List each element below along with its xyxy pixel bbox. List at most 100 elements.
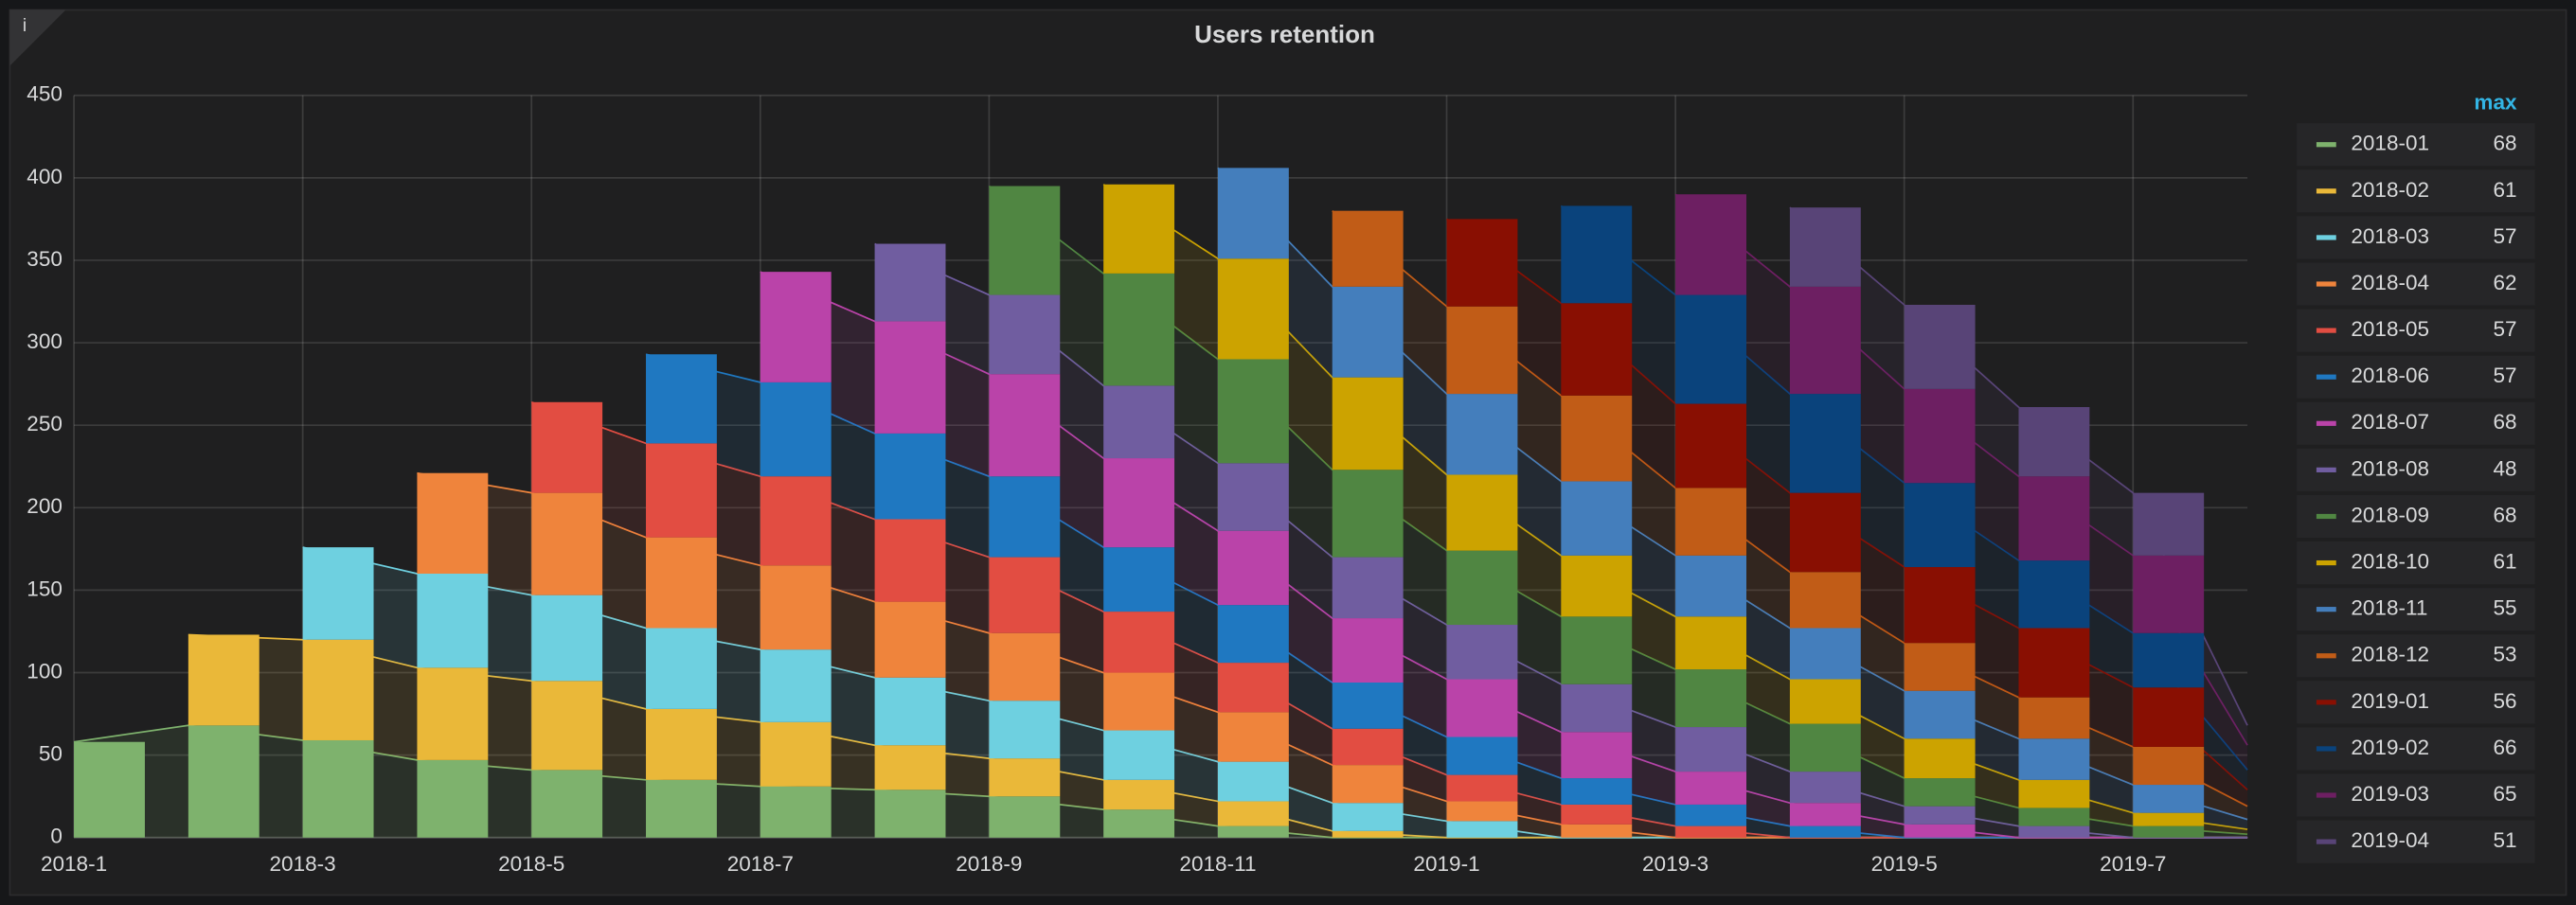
legend-swatch: [2316, 420, 2336, 426]
bar: [1561, 205, 1633, 304]
legend-max: 55: [2493, 596, 2516, 620]
bar: [2133, 746, 2205, 786]
bar: [1675, 669, 1747, 728]
bar: [1332, 728, 1404, 766]
bar: [1217, 761, 1289, 802]
bar: [2133, 785, 2205, 813]
legend-label: 2018-06: [2351, 364, 2429, 387]
info-icon[interactable]: i: [23, 16, 27, 36]
bar: [1561, 778, 1633, 805]
legend-row: [2297, 401, 2535, 445]
bar: [1904, 738, 1976, 779]
bar: [760, 565, 832, 650]
bar: [874, 321, 946, 434]
bar: [1446, 550, 1518, 626]
bar: [1561, 824, 1633, 838]
bar: [760, 272, 832, 382]
legend-row: [2297, 727, 2535, 771]
y-tick-label: 300: [27, 329, 63, 353]
legend-swatch: [2316, 467, 2336, 472]
bar: [1332, 803, 1404, 831]
legend-label: 2019-01: [2351, 689, 2429, 713]
bar: [188, 725, 259, 838]
bar: [989, 186, 1061, 295]
bar: [2133, 632, 2205, 688]
legend-row: [2297, 681, 2535, 724]
y-tick-label: 50: [39, 742, 63, 766]
bar: [874, 745, 946, 790]
legend-label: 2018-05: [2351, 317, 2429, 341]
bar: [1561, 616, 1633, 684]
bar: [1217, 463, 1289, 531]
bar: [1446, 821, 1518, 838]
bar: [1217, 605, 1289, 664]
legend-swatch: [2316, 607, 2336, 612]
y-tick-label: 400: [27, 165, 63, 188]
legend-swatch: [2316, 235, 2336, 240]
legend-max: 66: [2493, 736, 2516, 759]
bar: [1904, 483, 1976, 568]
legend-label: 2018-09: [2351, 503, 2429, 526]
bar: [2133, 825, 2205, 838]
x-tick-label: 2018-1: [41, 852, 107, 876]
legend-swatch: [2316, 839, 2336, 844]
bar: [646, 779, 717, 838]
bar: [1217, 258, 1289, 360]
bar: [1789, 286, 1861, 395]
bar: [1789, 772, 1861, 804]
x-tick-label: 2018-7: [727, 852, 794, 876]
bar: [1446, 774, 1518, 802]
bar: [1332, 286, 1404, 378]
legend-max: 48: [2493, 456, 2516, 480]
bar: [2018, 825, 2090, 838]
bar: [1789, 492, 1861, 573]
bar: [1904, 690, 1976, 739]
bar: [646, 628, 717, 709]
bar: [1675, 772, 1747, 805]
bar: [760, 382, 832, 477]
bar: [1904, 824, 1976, 838]
info-corner[interactable]: [9, 9, 66, 66]
legend-max: 57: [2493, 317, 2516, 341]
bar: [2133, 687, 2205, 747]
bar: [646, 354, 717, 444]
legend-row: [2297, 541, 2535, 585]
legend-swatch: [2316, 513, 2336, 520]
plot-area: 0 50 100 150 200 250 300 350 400 450 2018-1 2018-3 2…: [27, 82, 2248, 876]
bar: [1103, 730, 1175, 780]
bar: [1904, 304, 1976, 389]
x-tick-label: 2018-11: [1179, 852, 1256, 876]
bar: [1103, 809, 1175, 838]
bar: [760, 786, 832, 838]
bar: [1446, 474, 1518, 551]
x-tick-label: 2018-5: [498, 852, 564, 876]
bar: [874, 677, 946, 746]
legend-max: 68: [2493, 132, 2516, 155]
y-tick-label: 350: [27, 247, 63, 271]
legend-max: 61: [2493, 178, 2516, 202]
bar: [1561, 303, 1633, 396]
bar: [1789, 723, 1861, 772]
bar: [1904, 643, 1976, 691]
legend-max: 57: [2493, 364, 2516, 387]
bar: [302, 739, 374, 838]
bar: [531, 401, 603, 493]
legend: max 2018-01 68 2018-02 61 2018-03 57 2018-04 62 2…: [2297, 90, 2535, 863]
bar: [1561, 683, 1633, 733]
bar: [417, 472, 489, 575]
bar: [302, 639, 374, 740]
legend-swatch: [2316, 328, 2336, 333]
chart-title: Users retention: [1194, 20, 1375, 48]
bar: [531, 770, 603, 838]
bar: [1217, 663, 1289, 713]
bar: [2018, 560, 2090, 629]
bar: [1789, 394, 1861, 493]
bar: [989, 632, 1061, 701]
bar: [1103, 273, 1175, 386]
bar: [1904, 388, 1976, 484]
bar: [1217, 359, 1289, 464]
bar: [1217, 712, 1289, 762]
bar: [989, 701, 1061, 759]
bar: [1446, 736, 1518, 775]
